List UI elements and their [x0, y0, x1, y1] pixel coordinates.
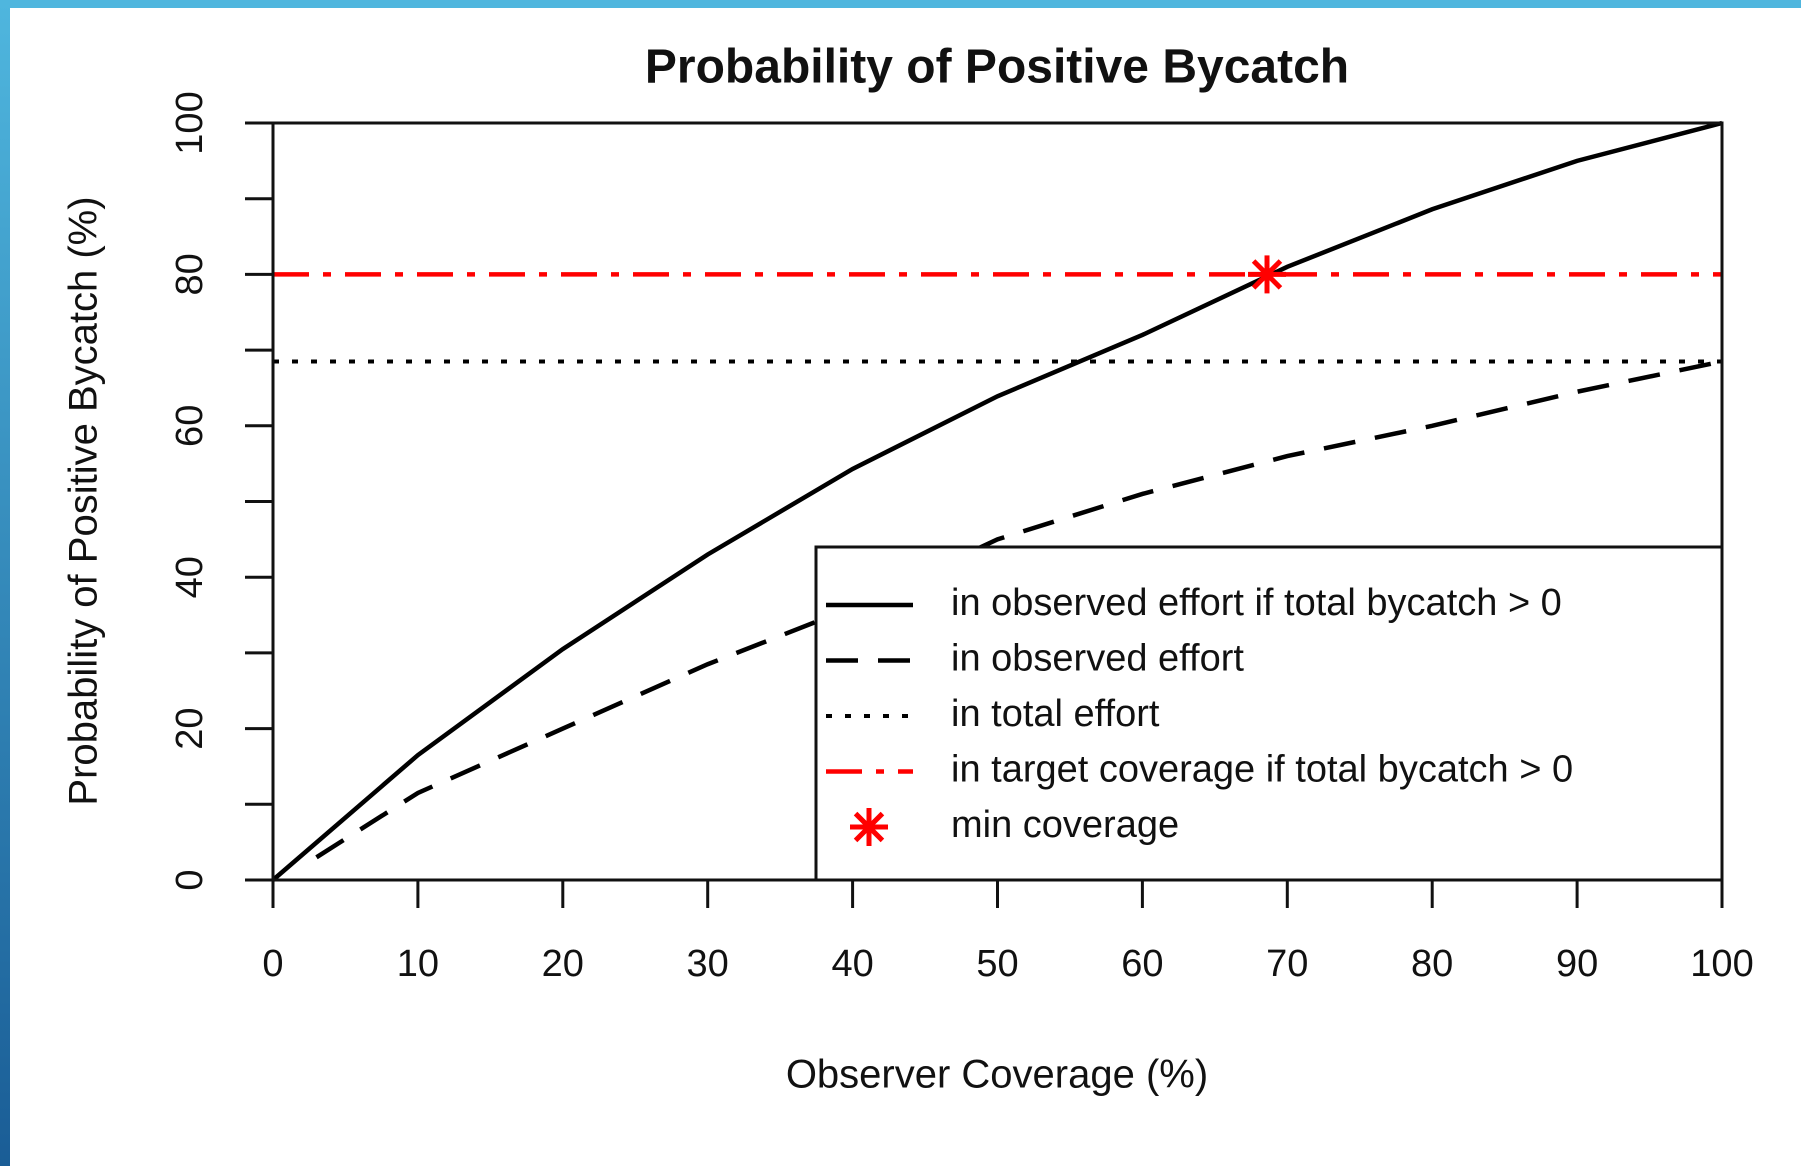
- series-line: [271, 120, 1723, 882]
- y-axis-label: Probability of Positive Bycatch (%): [62, 196, 106, 805]
- frame-edge: [0, 0, 10, 1166]
- x-tick-label: 50: [976, 943, 1018, 985]
- y-tick-label: 20: [169, 707, 211, 749]
- legend-label: min coverage: [951, 804, 1179, 846]
- star-stroke: [1251, 259, 1283, 290]
- star-marker: [850, 808, 888, 846]
- star-stroke: [853, 811, 885, 843]
- y-tick-label: 0: [169, 869, 211, 890]
- x-tick-label: 80: [1411, 943, 1453, 985]
- y-tick-label: 80: [169, 253, 211, 295]
- star-marker: [1248, 255, 1287, 294]
- x-axis-label: Observer Coverage (%): [786, 1053, 1208, 1097]
- chart-title: Probability of Positive Bycatch: [645, 41, 1349, 94]
- y-tick-label: 100: [169, 91, 211, 154]
- series-line: [315, 359, 1723, 860]
- legend-label: in target coverage if total bycatch > 0: [951, 749, 1573, 791]
- x-tick-label: 20: [542, 943, 584, 985]
- x-tick-label: 90: [1556, 943, 1598, 985]
- frame-edge: [0, 0, 1801, 8]
- x-tick-label: 30: [687, 943, 729, 985]
- plot-frame: [271, 121, 1724, 882]
- x-tick-label: 10: [397, 943, 439, 985]
- x-tick-label: 40: [831, 943, 873, 985]
- x-tick-label: 100: [1690, 943, 1753, 985]
- y-tick-label: 60: [169, 405, 211, 447]
- y-tick-label: 40: [169, 556, 211, 598]
- x-tick-label: 70: [1266, 943, 1308, 985]
- legend-label: in total effort: [951, 693, 1160, 735]
- x-tick-label: 60: [1121, 943, 1163, 985]
- legend-box: [814, 545, 1724, 882]
- x-tick-label: 0: [262, 943, 283, 985]
- legend-label: in observed effort if total bycatch > 0: [951, 582, 1562, 624]
- legend-label: in observed effort: [951, 638, 1244, 680]
